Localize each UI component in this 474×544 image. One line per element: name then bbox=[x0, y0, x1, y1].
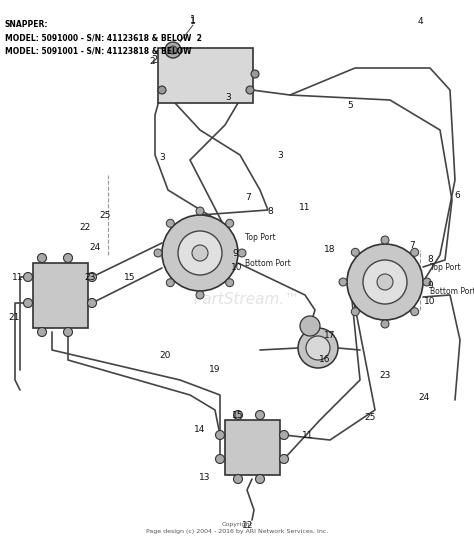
Circle shape bbox=[255, 474, 264, 484]
Circle shape bbox=[165, 42, 181, 58]
Circle shape bbox=[226, 219, 234, 227]
Circle shape bbox=[339, 278, 347, 286]
Text: Top Port: Top Port bbox=[430, 263, 461, 271]
Text: Copyright
Page design (c) 2004 - 2016 by ARI Network Services, Inc.: Copyright Page design (c) 2004 - 2016 by… bbox=[146, 522, 328, 534]
Circle shape bbox=[423, 278, 431, 286]
Circle shape bbox=[196, 207, 204, 215]
Circle shape bbox=[37, 254, 46, 263]
Circle shape bbox=[192, 245, 208, 261]
Bar bbox=[33, 263, 88, 328]
Circle shape bbox=[234, 474, 243, 484]
Text: 3: 3 bbox=[225, 94, 231, 102]
Circle shape bbox=[280, 454, 289, 463]
Text: 1: 1 bbox=[190, 17, 196, 27]
Circle shape bbox=[166, 219, 174, 227]
Text: 17: 17 bbox=[324, 331, 336, 339]
Circle shape bbox=[64, 327, 73, 337]
Circle shape bbox=[347, 244, 423, 320]
Text: 25: 25 bbox=[365, 413, 376, 423]
Circle shape bbox=[238, 249, 246, 257]
Text: 19: 19 bbox=[209, 366, 221, 374]
Circle shape bbox=[351, 248, 359, 256]
Text: 3: 3 bbox=[277, 151, 283, 159]
Text: 2: 2 bbox=[151, 55, 157, 65]
Text: 2: 2 bbox=[149, 58, 155, 66]
Text: 4: 4 bbox=[417, 17, 423, 27]
Text: 15: 15 bbox=[124, 274, 136, 282]
Text: 8: 8 bbox=[427, 256, 433, 264]
Text: 15: 15 bbox=[232, 411, 244, 419]
Circle shape bbox=[216, 454, 225, 463]
Text: 24: 24 bbox=[419, 393, 429, 403]
Circle shape bbox=[351, 308, 359, 316]
Text: 21: 21 bbox=[9, 313, 20, 323]
Circle shape bbox=[363, 260, 407, 304]
Circle shape bbox=[158, 86, 166, 94]
Circle shape bbox=[162, 215, 238, 291]
Bar bbox=[158, 48, 253, 103]
Circle shape bbox=[88, 299, 97, 307]
Circle shape bbox=[24, 273, 33, 281]
Circle shape bbox=[410, 308, 419, 316]
Text: 9: 9 bbox=[427, 281, 433, 289]
Text: 7: 7 bbox=[409, 240, 415, 250]
Circle shape bbox=[169, 46, 177, 54]
Text: SNAPPER:
MODEL: 5091000 - S/N: 41123618 & BELOW  2
MODEL: 5091001 - S/N: 4112381: SNAPPER: MODEL: 5091000 - S/N: 41123618 … bbox=[5, 20, 202, 55]
Text: 1: 1 bbox=[190, 15, 196, 25]
Circle shape bbox=[410, 248, 419, 256]
Circle shape bbox=[306, 336, 330, 360]
Text: 12: 12 bbox=[242, 522, 254, 530]
Text: 25: 25 bbox=[100, 211, 111, 219]
Text: 5: 5 bbox=[347, 101, 353, 109]
Text: 11: 11 bbox=[299, 203, 311, 213]
Circle shape bbox=[381, 320, 389, 328]
Text: 11: 11 bbox=[302, 430, 314, 440]
Circle shape bbox=[381, 236, 389, 244]
Circle shape bbox=[154, 249, 162, 257]
Circle shape bbox=[234, 411, 243, 419]
Circle shape bbox=[226, 279, 234, 287]
Circle shape bbox=[196, 291, 204, 299]
Text: 10: 10 bbox=[424, 298, 436, 306]
Circle shape bbox=[88, 273, 97, 281]
Circle shape bbox=[300, 316, 320, 336]
Text: 9: 9 bbox=[232, 249, 238, 257]
Circle shape bbox=[37, 327, 46, 337]
Text: Bottom Port: Bottom Port bbox=[245, 258, 291, 268]
Text: 22: 22 bbox=[79, 224, 91, 232]
Text: 7: 7 bbox=[245, 193, 251, 201]
Circle shape bbox=[377, 274, 393, 290]
Circle shape bbox=[178, 231, 222, 275]
Text: 24: 24 bbox=[90, 244, 100, 252]
Text: 11: 11 bbox=[12, 274, 24, 282]
Text: 23: 23 bbox=[84, 274, 96, 282]
Circle shape bbox=[251, 70, 259, 78]
Circle shape bbox=[24, 299, 33, 307]
Circle shape bbox=[64, 254, 73, 263]
Text: 3: 3 bbox=[159, 153, 165, 163]
Text: 14: 14 bbox=[194, 425, 206, 435]
Circle shape bbox=[166, 279, 174, 287]
Circle shape bbox=[298, 328, 338, 368]
Text: 18: 18 bbox=[324, 245, 336, 255]
Text: 13: 13 bbox=[199, 473, 211, 483]
Text: 20: 20 bbox=[159, 350, 171, 360]
Text: 23: 23 bbox=[379, 370, 391, 380]
Text: Top Port: Top Port bbox=[245, 233, 275, 243]
Text: Bottom Port: Bottom Port bbox=[430, 287, 474, 296]
Circle shape bbox=[246, 86, 254, 94]
Circle shape bbox=[216, 430, 225, 440]
Circle shape bbox=[255, 411, 264, 419]
Text: 8: 8 bbox=[267, 207, 273, 217]
Text: PartStream.™: PartStream.™ bbox=[193, 292, 300, 307]
Text: 16: 16 bbox=[319, 355, 331, 364]
Bar bbox=[225, 420, 280, 475]
Text: 6: 6 bbox=[454, 190, 460, 200]
Circle shape bbox=[280, 430, 289, 440]
Text: 10: 10 bbox=[231, 263, 243, 273]
